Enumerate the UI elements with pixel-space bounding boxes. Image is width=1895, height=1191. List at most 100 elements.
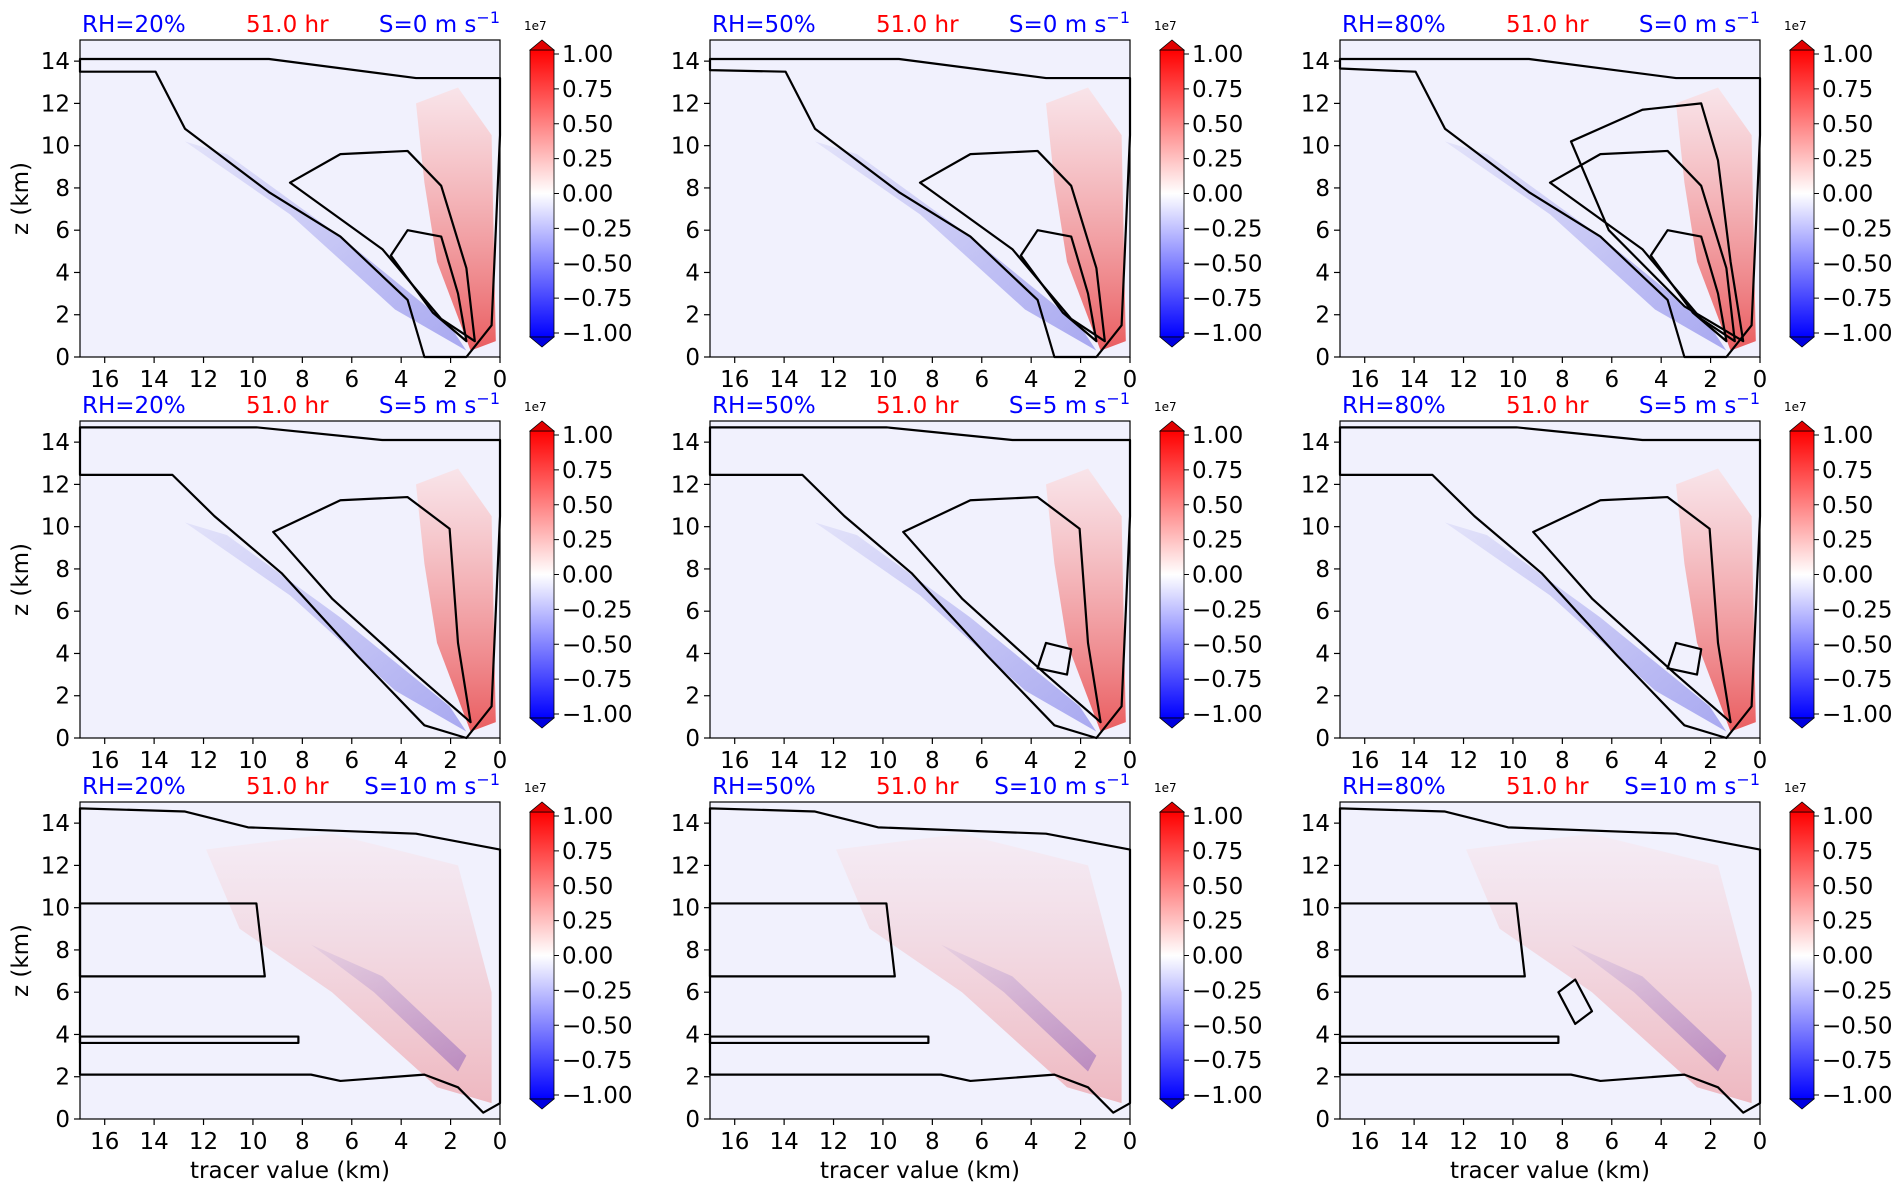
contour-line-2 xyxy=(1532,495,1732,724)
colorbar-tick-label: 1.00 xyxy=(1192,423,1243,449)
colorbar-tick-label: −0.25 xyxy=(1822,978,1892,1004)
y-tick-label: 14 xyxy=(1301,811,1330,837)
colorbar-tick-label: 0.75 xyxy=(1822,839,1873,865)
x-tick-label: 6 xyxy=(974,748,989,774)
x-tick-label: 10 xyxy=(1498,1129,1527,1155)
contour-line-1 xyxy=(708,426,1132,740)
plot-frame xyxy=(709,39,1131,358)
panel-2-1: 0 2 4 6 8 10 12 14 16 14 12 10 8 6 4 2 0 z (km) RH=20% 51.0… xyxy=(8,389,632,774)
y-tick-label: 8 xyxy=(1315,176,1330,202)
y-tick-label: 6 xyxy=(1315,599,1330,625)
colorbar-extend-max xyxy=(1788,39,1816,51)
colorbar-tick-label: 0.25 xyxy=(1192,909,1243,935)
x-tick-label: 8 xyxy=(295,367,310,393)
colorbar-multiplier: 1e7 xyxy=(1154,19,1177,33)
x-axis-label: tracer value (km) xyxy=(190,1158,390,1184)
colorbar-extend-max xyxy=(1788,801,1816,813)
y-tick-label: 14 xyxy=(41,811,70,837)
y-tick-label: 14 xyxy=(671,811,700,837)
x-tick-label: 16 xyxy=(1350,367,1379,393)
x-tick-label: 12 xyxy=(189,367,218,393)
positive-anomaly-region xyxy=(1046,87,1126,351)
x-tick-label: 14 xyxy=(1399,748,1428,774)
colorbar-tick-label: 0.75 xyxy=(562,458,613,484)
panel-shear-label: S=10 m s−1 xyxy=(994,770,1130,800)
y-tick-label: 8 xyxy=(685,938,700,964)
y-tick-label: 8 xyxy=(55,557,70,583)
panel-time-label: 51.0 hr xyxy=(246,12,329,38)
panel-shear-label: S=0 m s−1 xyxy=(379,8,500,38)
plot-frame xyxy=(709,420,1131,739)
y-tick-label: 4 xyxy=(1315,641,1330,667)
y-axis-label: z (km) xyxy=(8,162,34,235)
y-tick-label: 6 xyxy=(55,599,70,625)
plot-frame xyxy=(709,801,1131,1120)
panel-1-3: 0 2 4 6 8 10 12 14 16 14 12 10 8 6 4 2 0 RH=80% 51.0 hr S=0… xyxy=(1301,8,1893,393)
plot-frame xyxy=(79,420,501,739)
negative-anomaly-region xyxy=(815,522,1097,732)
y-tick-label: 2 xyxy=(55,1065,70,1091)
colorbar-multiplier: 1e7 xyxy=(1784,781,1807,795)
x-tick-label: 6 xyxy=(1604,748,1619,774)
y-tick-label: 0 xyxy=(55,726,70,752)
y-tick-label: 10 xyxy=(41,134,70,160)
panel-time-label: 51.0 hr xyxy=(876,393,959,419)
positive-anomaly-region xyxy=(1466,833,1752,1104)
x-tick-label: 2 xyxy=(1703,367,1718,393)
y-tick-label: 8 xyxy=(1315,938,1330,964)
colorbar-tick-label: −0.50 xyxy=(1822,1013,1892,1039)
panel-rh-label: RH=20% xyxy=(82,12,186,38)
colorbar-extend-max xyxy=(528,420,556,432)
negative-anomaly-region xyxy=(1445,141,1727,351)
colorbar-tick-label: −0.75 xyxy=(1192,286,1262,312)
y-tick-label: 12 xyxy=(41,472,70,498)
contour-line-2 xyxy=(902,495,1102,724)
panel-rh-label: RH=80% xyxy=(1342,12,1446,38)
plot-frame xyxy=(79,801,501,1120)
x-axis-label: tracer value (km) xyxy=(820,1158,1020,1184)
panel-shear-label: S=5 m s−1 xyxy=(379,389,500,419)
negative-anomaly-region xyxy=(185,141,467,351)
x-tick-label: 14 xyxy=(1399,367,1428,393)
y-tick-label: 12 xyxy=(41,853,70,879)
panel-time-label: 51.0 hr xyxy=(876,774,959,800)
colorbar-tick-label: 0.00 xyxy=(1192,944,1243,970)
x-tick-label: 2 xyxy=(1073,367,1088,393)
plot-frame xyxy=(1339,39,1761,358)
y-tick-label: 14 xyxy=(1301,49,1330,75)
y-tick-label: 0 xyxy=(685,1107,700,1133)
x-tick-label: 8 xyxy=(925,748,940,774)
x-tick-label: 4 xyxy=(394,748,409,774)
x-tick-label: 10 xyxy=(1498,367,1527,393)
panel-rh-label: RH=50% xyxy=(712,12,816,38)
colorbar-tick-label: 0.25 xyxy=(1822,147,1873,173)
panel-time-label: 51.0 hr xyxy=(1506,393,1589,419)
x-tick-label: 8 xyxy=(295,1129,310,1155)
colorbar-tick-label: −0.25 xyxy=(1192,597,1262,623)
colorbar-tick-label: −0.75 xyxy=(1822,1048,1892,1074)
panel-1-2: 0 2 4 6 8 10 12 14 16 14 12 10 8 6 4 2 0 RH=50% 51.0 hr S=0… xyxy=(671,8,1263,393)
y-tick-label: 8 xyxy=(685,176,700,202)
colorbar-extend-min xyxy=(1158,717,1186,729)
plot-frame xyxy=(1339,801,1761,1120)
y-tick-label: 10 xyxy=(671,134,700,160)
panel-shear-label: S=10 m s−1 xyxy=(364,770,500,800)
y-tick-label: 10 xyxy=(41,896,70,922)
x-tick-label: 12 xyxy=(1449,367,1478,393)
y-tick-label: 14 xyxy=(671,49,700,75)
colorbar-tick-label: 0.50 xyxy=(1822,493,1873,519)
y-tick-label: 8 xyxy=(55,938,70,964)
x-tick-label: 10 xyxy=(1498,748,1527,774)
positive-anomaly-region xyxy=(416,87,496,351)
colorbar-tick-label: −1.00 xyxy=(1822,321,1892,347)
colorbar xyxy=(1789,811,1815,1100)
x-tick-label: 16 xyxy=(90,367,119,393)
colorbar-tick-label: 0.00 xyxy=(1822,944,1873,970)
y-tick-label: 0 xyxy=(685,726,700,752)
x-tick-label: 14 xyxy=(139,748,168,774)
colorbar-extend-max xyxy=(1158,420,1186,432)
panel-rh-label: RH=80% xyxy=(1342,774,1446,800)
x-tick-label: 4 xyxy=(1024,1129,1039,1155)
x-tick-label: 6 xyxy=(1604,1129,1619,1155)
y-tick-label: 2 xyxy=(685,684,700,710)
